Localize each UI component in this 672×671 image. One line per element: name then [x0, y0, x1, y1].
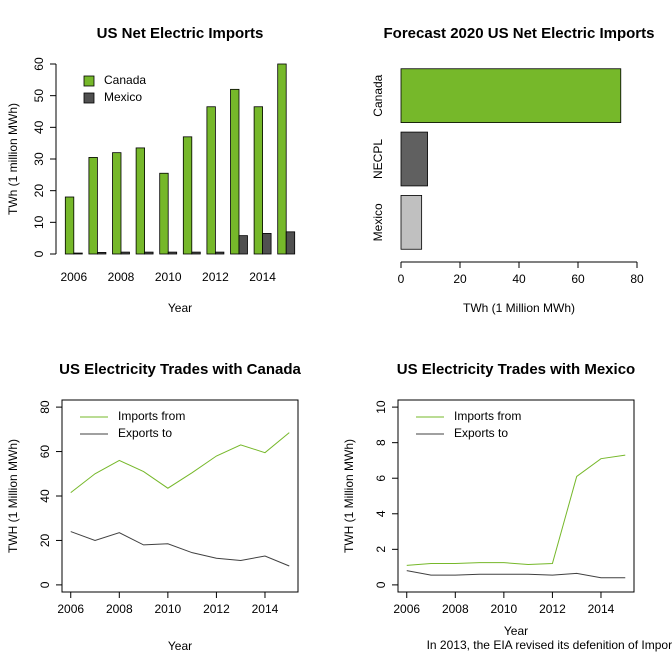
bar	[167, 251, 178, 255]
legend-label: Mexico	[104, 90, 142, 104]
legend-label: Exports to	[454, 426, 508, 440]
bar	[277, 63, 287, 255]
bar	[120, 251, 130, 255]
bar	[112, 152, 122, 255]
y-tick-label: 40	[32, 120, 46, 134]
x-axis-label: Year	[168, 639, 192, 653]
x-axis-label: TWh (1 Million MWh)	[463, 301, 575, 315]
x-tick-label: 2010	[155, 602, 182, 616]
legend-label: Imports from	[118, 409, 185, 423]
x-tick-label: 2012	[202, 270, 229, 284]
y-tick-label: 6	[374, 475, 388, 482]
x-tick-label: 60	[571, 272, 585, 286]
y-tick-label: 20	[38, 533, 52, 547]
bar	[230, 88, 240, 255]
y-tick-label: 20	[32, 184, 46, 198]
legend-label: Imports from	[454, 409, 521, 423]
y-tick-label: 10	[374, 400, 388, 414]
bar	[253, 106, 264, 255]
bar	[262, 233, 272, 255]
x-tick-label: 2012	[203, 602, 230, 616]
legend-label: Exports to	[118, 426, 172, 440]
y-tick-label: 4	[374, 510, 388, 517]
chart-title: US Electricity Trades with Canada	[59, 361, 301, 378]
annotation: In 2013, the EIA revised its defenition …	[427, 638, 672, 652]
x-tick-label: 20	[453, 272, 467, 286]
y-tick-label: 0	[374, 581, 388, 588]
legend-label: Canada	[104, 73, 146, 87]
y-tick-label: 40	[38, 489, 52, 503]
bar	[73, 252, 83, 255]
chart-panel: US Electricity Trades with Mexico YearIn …	[342, 361, 672, 652]
x-tick-label: 2008	[442, 602, 469, 616]
y-axis-label: TWh (1 million MWh)	[6, 103, 20, 215]
chart-panel: US Electricity Trades with Canada Year TWH…	[6, 361, 301, 653]
y-tick-label: Mexico	[371, 203, 385, 241]
y-tick-label: 60	[32, 57, 46, 71]
y-tick-label: 30	[32, 152, 46, 166]
x-tick-label: 2014	[588, 602, 615, 616]
x-tick-label: 2012	[539, 602, 566, 616]
y-axis-label: TWH (1 Million MWh)	[6, 439, 20, 553]
x-tick-label: 40	[512, 272, 526, 286]
y-tick-label: NECPL	[371, 139, 385, 179]
y-tick-label: 8	[374, 439, 388, 446]
line-series	[406, 454, 626, 566]
bar	[88, 157, 98, 255]
line-series	[406, 570, 626, 579]
chart-title: US Net Electric Imports	[97, 25, 264, 42]
x-tick-label: 2014	[252, 602, 279, 616]
bar	[400, 195, 423, 250]
bar	[97, 252, 107, 255]
chart-panel: US Net Electric Imports Year TWh (1 millio…	[6, 25, 296, 315]
bar	[285, 231, 296, 255]
chart-title: US Electricity Trades with Mexico	[397, 361, 635, 378]
y-tick-label: 60	[38, 445, 52, 459]
bar	[238, 235, 248, 255]
x-tick-label: 2010	[491, 602, 518, 616]
x-tick-label: 0	[398, 272, 405, 286]
bar	[159, 172, 169, 255]
chart-panel: Forecast 2020 US Net Electric Imports TWh…	[371, 25, 654, 315]
bar	[214, 251, 225, 255]
legend-swatch	[83, 92, 95, 104]
line-series	[70, 531, 290, 567]
bar	[182, 136, 193, 255]
x-tick-label: 2008	[108, 270, 135, 284]
bar	[400, 68, 622, 123]
y-tick-label: 10	[32, 215, 46, 229]
x-tick-label: 2014	[249, 270, 276, 284]
bar	[144, 251, 154, 255]
y-axis-label: TWH (1 Million MWh)	[342, 439, 356, 553]
bar	[64, 196, 75, 255]
legend-swatch	[83, 75, 95, 87]
x-tick-label: 2006	[57, 602, 84, 616]
y-tick-label: 0	[32, 250, 46, 257]
x-tick-label: 2008	[106, 602, 133, 616]
y-tick-label: Canada	[371, 74, 385, 116]
bar	[135, 147, 146, 255]
y-tick-label: 2	[374, 546, 388, 553]
chart-title: Forecast 2020 US Net Electric Imports	[384, 25, 655, 42]
y-tick-label: 80	[38, 400, 52, 414]
y-tick-label: 0	[38, 581, 52, 588]
bar	[206, 106, 216, 255]
x-tick-label: 80	[630, 272, 644, 286]
x-axis-label: Year	[504, 624, 528, 638]
x-tick-label: 2006	[60, 270, 87, 284]
x-tick-label: 2006	[393, 602, 420, 616]
line-series	[70, 432, 290, 494]
bar	[400, 131, 428, 187]
bar	[191, 251, 201, 255]
x-tick-label: 2010	[155, 270, 182, 284]
y-tick-label: 50	[32, 89, 46, 103]
x-axis-label: Year	[168, 301, 192, 315]
